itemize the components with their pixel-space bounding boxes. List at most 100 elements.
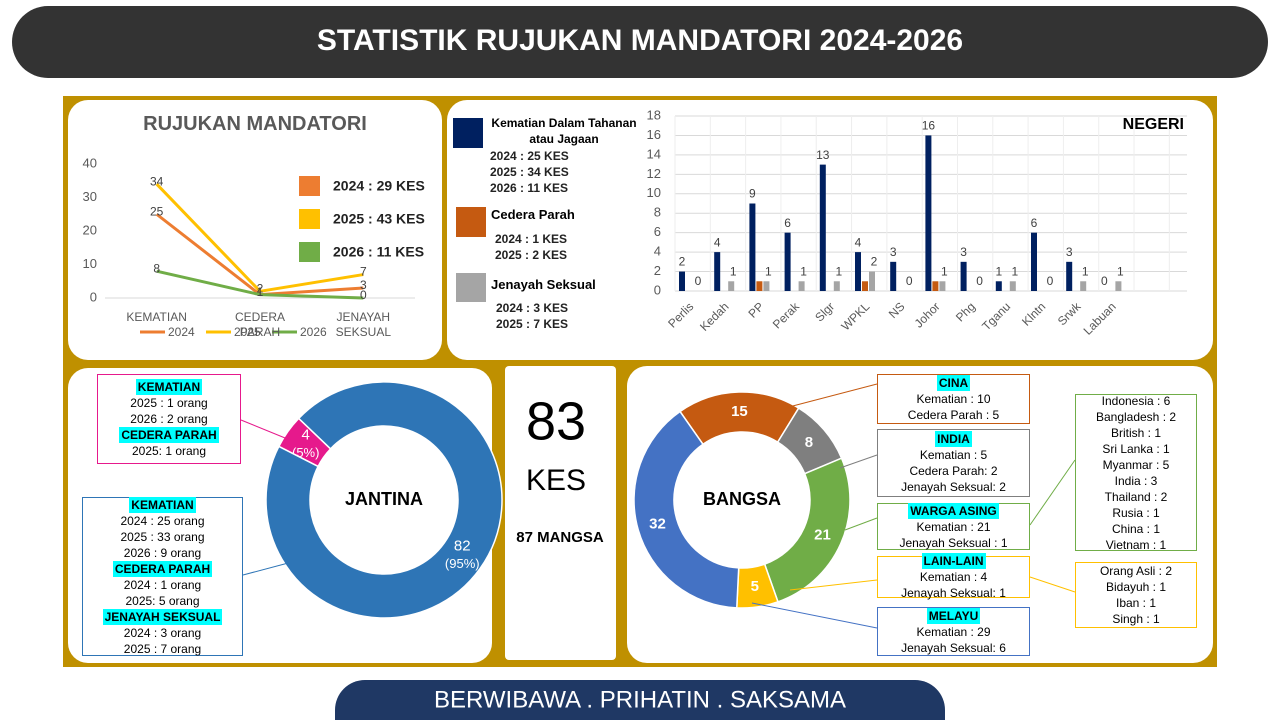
legend-detail: 2024 : 1 KES [495, 232, 568, 246]
y-tick-label: 0 [654, 282, 661, 297]
data-label: 3 [890, 245, 897, 259]
bar [798, 281, 805, 291]
data-label: 8 [805, 434, 813, 451]
callout-line: Indonesia : 6 [1101, 393, 1171, 408]
connector [839, 454, 878, 469]
callout-box: LAIN-LAIN Kematian : 4 Jenayah Seksual: 1 [877, 553, 1030, 600]
total-cases: 83 [526, 391, 586, 451]
chart-title: RUJUKAN MANDATORI [143, 113, 367, 135]
y-tick-label: 8 [654, 205, 661, 220]
total-unit: KES [526, 464, 586, 497]
bar [995, 281, 1002, 291]
data-label: 21 [814, 527, 831, 544]
callout-line: 2026 : 2 orang [130, 412, 208, 426]
callout-line: Bangladesh : 2 [1095, 409, 1177, 424]
data-label: 5 [751, 578, 759, 595]
footer-bar [335, 680, 945, 720]
bar [679, 271, 685, 291]
callout-heading: LAIN-LAIN [921, 553, 986, 569]
legend-swatch [299, 176, 320, 196]
bar [932, 281, 939, 291]
percent-label: (95%) [445, 556, 480, 571]
legend-label: 2026 [300, 325, 327, 339]
line-series [155, 183, 364, 293]
connector [240, 419, 291, 441]
callout-line: Singh : 1 [1112, 612, 1160, 626]
data-label: 2 [257, 281, 264, 295]
callout-line: Vietnam : 1 [1105, 537, 1167, 552]
legend-detail: 2024 : 3 KES [496, 301, 569, 315]
bar [833, 281, 840, 291]
callout-line: 2024 : 3 orang [123, 625, 202, 640]
callout-line: Iban : 1 [1115, 596, 1157, 610]
callout-line: 2026 : 9 orang [123, 545, 202, 560]
callout-heading: CEDERA PARAH [112, 560, 213, 577]
callout-line: Kematian : 29 [916, 624, 991, 639]
data-label: 15 [731, 403, 748, 420]
y-tick-label: 30 [83, 189, 97, 204]
data-label: 1 [257, 285, 264, 299]
callout-line: Jenayah Seksual : 1 [899, 535, 1008, 550]
data-label: 3 [1066, 245, 1073, 259]
callout-box: KEMATIAN 2025 : 1 orang 2026 : 2 orang CEDE… [97, 374, 241, 464]
legend-label: 2025 [234, 325, 261, 339]
bar [1066, 261, 1073, 291]
motto: BERWIBAWA . PRIHATIN . SAKSAMA [434, 686, 846, 713]
callout-line: Jenayah Seksual: 1 [901, 586, 1006, 600]
data-label: 32 [649, 515, 666, 532]
data-label: 16 [922, 119, 936, 133]
callout-box: MELAYU Kematian : 29 Jenayah Seksual: 6 [877, 607, 1030, 656]
data-label: 1 [765, 264, 772, 278]
data-label: 1 [995, 264, 1002, 278]
legend-detail: 2025 : 7 KES [496, 317, 569, 331]
callout-heading: KEMATIAN [129, 496, 196, 513]
y-tick-label: 18 [647, 107, 661, 122]
bar [728, 281, 735, 291]
data-label: 2 [679, 255, 686, 269]
callout-box: KEMATIAN 2024 : 25 orang 2025 : 33 orang 20… [82, 496, 243, 656]
y-tick-label: 4 [654, 244, 661, 259]
callout-line: India : 3 [1114, 473, 1158, 488]
connector [1029, 576, 1076, 593]
data-label: 0 [976, 274, 983, 288]
callout-line: 2025: 5 orang [125, 593, 200, 608]
y-tick-label: 10 [647, 185, 661, 200]
legend-detail: 2026 : 11 KES [490, 181, 569, 195]
callout-line: Bidayuh : 1 [1105, 580, 1167, 594]
data-label: 0 [1101, 274, 1108, 288]
data-label: 82 [454, 538, 471, 555]
callout-heading: CINA [936, 375, 971, 391]
page-title: STATISTIK RUJUKAN MANDATORI 2024-2026 [317, 24, 963, 57]
callout-line: China : 1 [1111, 521, 1161, 536]
callout-heading: INDIA [935, 431, 972, 447]
callout-heading: MELAYU [926, 607, 981, 624]
connector [1029, 459, 1076, 526]
callout-box: CINA Kematian : 10 Cedera Parah : 5 [877, 374, 1030, 424]
data-label: 1 [1082, 264, 1089, 278]
panel [447, 100, 1213, 360]
legend-detail: 2025 : 2 KES [495, 248, 568, 262]
y-tick-label: 16 [647, 127, 661, 142]
chart-title: JANTINA [345, 489, 423, 509]
chart-title: BANGSA [703, 489, 781, 509]
connector [751, 602, 878, 629]
callout-line: British : 1 [1110, 425, 1161, 440]
x-tick-label: JENAYAH SEKSUAL [335, 310, 391, 339]
bar [819, 164, 826, 291]
data-label: 0 [360, 288, 367, 302]
callout-heading: KEMATIAN [135, 379, 203, 395]
legend-swatch [299, 209, 320, 229]
data-label: 4 [302, 426, 310, 443]
y-tick-label: 10 [83, 256, 97, 271]
callout-line: Sri Lanka : 1 [1102, 441, 1170, 456]
x-tick-label: CEDERA PARAH [234, 310, 285, 339]
callout-line: Myanmar : 5 [1102, 457, 1170, 472]
data-label: 2 [871, 255, 878, 269]
data-label: 3 [960, 245, 967, 259]
callout-line: 2025 : 1 orang [130, 396, 208, 410]
data-label: 3 [360, 278, 367, 292]
header-bar [12, 6, 1268, 78]
callout-line: Jenayah Seksual: 2 [901, 480, 1006, 494]
callout-line: Kematian : 10 [916, 392, 991, 406]
legend-label: Jenayah Seksual [491, 277, 596, 292]
